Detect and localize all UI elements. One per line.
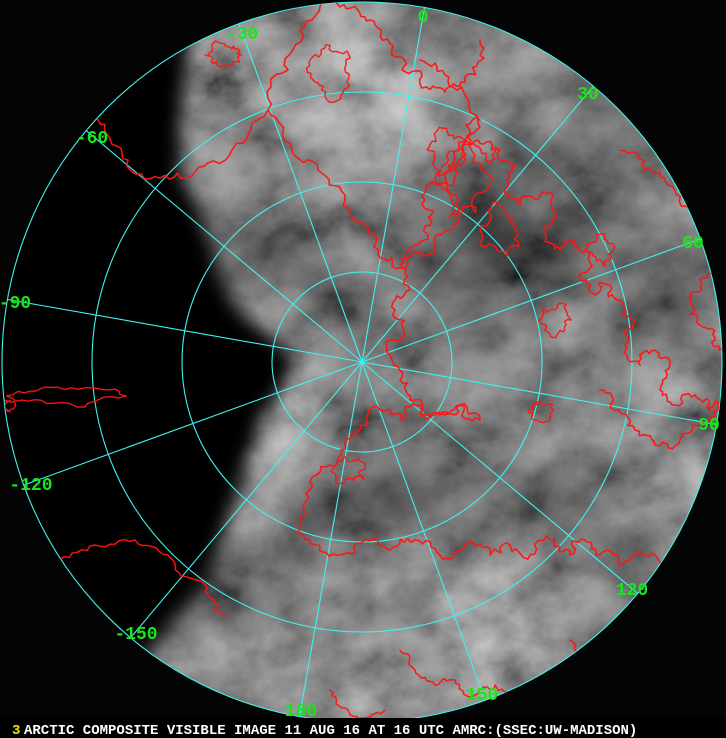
- svg-text:-60: -60: [76, 129, 108, 149]
- svg-text:60: 60: [682, 234, 704, 254]
- svg-text:3: 3: [12, 723, 20, 738]
- svg-text:120: 120: [616, 581, 648, 601]
- svg-text:0: 0: [418, 8, 429, 28]
- svg-text:-120: -120: [9, 476, 52, 496]
- svg-text:-30: -30: [226, 25, 258, 45]
- svg-text:30: 30: [577, 85, 599, 105]
- svg-text:-90: -90: [0, 294, 31, 314]
- svg-text:90: 90: [698, 416, 720, 436]
- svg-text:150: 150: [466, 686, 498, 706]
- svg-text:-150: -150: [114, 625, 157, 645]
- svg-text:ARCTIC COMPOSITE VISIBLE IMAGE: ARCTIC COMPOSITE VISIBLE IMAGE 11 AUG 16…: [24, 723, 637, 738]
